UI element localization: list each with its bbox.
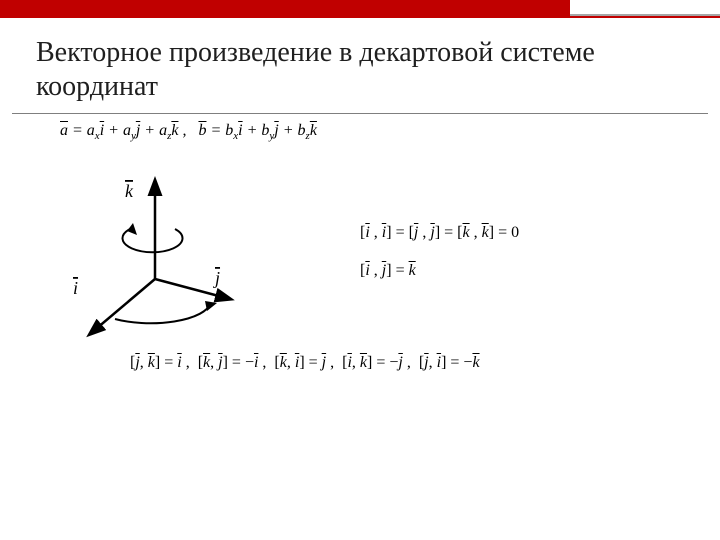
coordinate-axes-diagram: k i j bbox=[55, 169, 255, 349]
identity-ij: [i , j] = k bbox=[360, 262, 519, 280]
svg-text:i: i bbox=[73, 278, 78, 298]
svg-text:k: k bbox=[125, 181, 134, 201]
svg-text:j: j bbox=[213, 268, 220, 288]
slide-title: Векторное произведение в декартовой сист… bbox=[36, 36, 684, 103]
cyclic-identities: [j, k] = i , [k, j] = −i , [k, i] = j , … bbox=[130, 354, 480, 372]
accent-bar bbox=[0, 0, 720, 18]
basis-identities: [i , i] = [j , j] = [k , k] = 0 [i , j] … bbox=[360, 224, 519, 300]
vector-definitions: a = axi + ayj + azk , b = bxi + byj + bz… bbox=[60, 122, 690, 142]
identity-zero: [i , i] = [j , j] = [k , k] = 0 bbox=[360, 224, 519, 242]
content-area: a = axi + ayj + azk , b = bxi + byj + bz… bbox=[0, 114, 720, 142]
title-container: Векторное произведение в декартовой сист… bbox=[12, 18, 708, 114]
